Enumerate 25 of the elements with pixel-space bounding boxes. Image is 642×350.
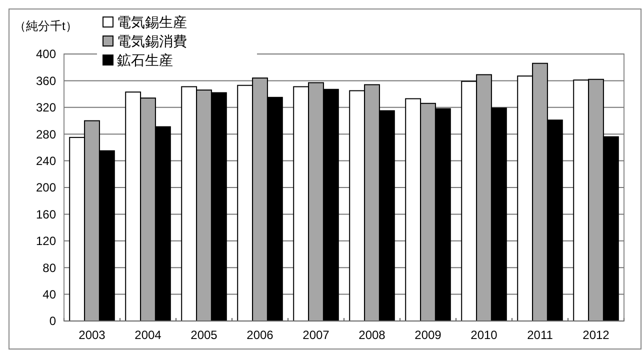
x-tick-label: 2005: [190, 328, 218, 342]
y-tick-label: 0: [49, 314, 56, 328]
x-tick-label: 2012: [582, 328, 610, 342]
x-tick-label: 2006: [246, 328, 274, 342]
x-tick-label: 2011: [527, 328, 554, 342]
y-tick-label: 80: [42, 260, 56, 275]
y-tick-label: 160: [36, 207, 56, 222]
legend-label: 電気錫生産: [117, 14, 187, 30]
y-tick-label: 360: [36, 74, 56, 88]
y-tick-label: 40: [42, 288, 56, 302]
y-tick-label: 120: [36, 234, 56, 248]
y-tick-label: 320: [36, 100, 56, 115]
y-axis-title: （純分千t）: [14, 19, 78, 33]
x-tick-label: 2008: [358, 328, 386, 342]
y-tick-label: 240: [36, 154, 56, 168]
y-tick-label: 200: [36, 180, 56, 195]
x-tick-label: 2007: [302, 328, 330, 342]
legend-label: 電気錫消費: [117, 32, 187, 49]
x-tick-label: 2009: [414, 328, 442, 342]
y-tick-label: 400: [36, 47, 56, 62]
y-tick-label: 280: [36, 127, 56, 142]
legend-label: 鉱石生産: [117, 52, 173, 68]
x-tick-label: 2010: [470, 328, 498, 342]
x-tick-label: 2004: [134, 328, 162, 342]
x-tick-label: 2003: [78, 328, 106, 342]
